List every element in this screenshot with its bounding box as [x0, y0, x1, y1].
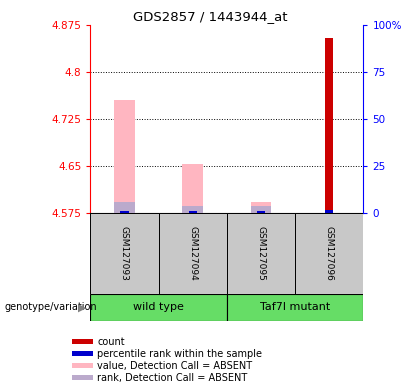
Bar — [114, 202, 135, 213]
Bar — [189, 211, 197, 213]
Bar — [90, 213, 159, 294]
Text: wild type: wild type — [133, 302, 184, 312]
Bar — [257, 211, 265, 213]
Bar — [182, 205, 203, 213]
Text: GSM127094: GSM127094 — [188, 226, 197, 281]
Bar — [227, 294, 363, 321]
Text: value, Detection Call = ABSENT: value, Detection Call = ABSENT — [97, 361, 252, 371]
Bar — [227, 213, 295, 294]
Bar — [251, 202, 271, 213]
Bar — [72, 339, 93, 344]
Text: GSM127095: GSM127095 — [257, 226, 265, 281]
Bar — [72, 363, 93, 368]
Bar — [121, 211, 129, 213]
Bar — [90, 294, 227, 321]
Text: genotype/variation: genotype/variation — [4, 302, 97, 312]
Bar — [72, 376, 93, 381]
Text: count: count — [97, 337, 125, 347]
Bar — [251, 205, 271, 213]
Text: GDS2857 / 1443944_at: GDS2857 / 1443944_at — [133, 10, 287, 23]
Bar — [325, 210, 333, 213]
Text: rank, Detection Call = ABSENT: rank, Detection Call = ABSENT — [97, 373, 247, 383]
Bar — [114, 100, 135, 213]
Bar — [325, 38, 333, 213]
Bar — [295, 213, 363, 294]
Bar — [72, 351, 93, 356]
Text: Taf7l mutant: Taf7l mutant — [260, 302, 330, 312]
Text: GSM127093: GSM127093 — [120, 226, 129, 281]
Text: percentile rank within the sample: percentile rank within the sample — [97, 349, 262, 359]
Bar — [182, 164, 203, 213]
Bar — [159, 213, 227, 294]
Text: GSM127096: GSM127096 — [325, 226, 333, 281]
Text: ▶: ▶ — [78, 302, 86, 312]
